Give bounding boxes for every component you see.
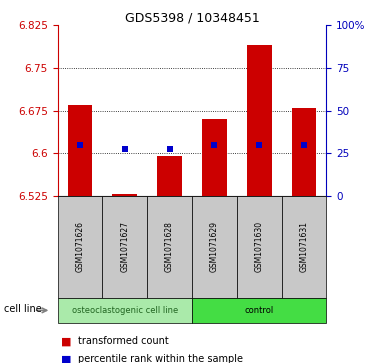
Text: osteoclastogenic cell line: osteoclastogenic cell line <box>72 306 178 315</box>
Text: GSM1071630: GSM1071630 <box>255 221 264 272</box>
Bar <box>58 196 102 298</box>
Text: ■: ■ <box>61 354 72 363</box>
Text: GSM1071631: GSM1071631 <box>299 221 309 272</box>
Bar <box>282 196 326 298</box>
Bar <box>68 105 92 196</box>
Text: GSM1071629: GSM1071629 <box>210 221 219 272</box>
Bar <box>237 196 282 298</box>
Text: transformed count: transformed count <box>78 336 169 346</box>
Text: cell line: cell line <box>4 303 42 314</box>
Bar <box>112 194 137 196</box>
Bar <box>202 119 227 196</box>
Text: GSM1071628: GSM1071628 <box>165 221 174 272</box>
Title: GDS5398 / 10348451: GDS5398 / 10348451 <box>125 11 259 24</box>
Bar <box>292 108 316 196</box>
Text: ■: ■ <box>61 336 72 346</box>
Text: GSM1071626: GSM1071626 <box>75 221 85 272</box>
Bar <box>147 196 192 298</box>
Text: percentile rank within the sample: percentile rank within the sample <box>78 354 243 363</box>
Bar <box>192 196 237 298</box>
Bar <box>247 45 272 196</box>
Bar <box>157 156 182 196</box>
Text: control: control <box>244 306 274 315</box>
Bar <box>102 196 147 298</box>
Text: GSM1071627: GSM1071627 <box>120 221 129 272</box>
Bar <box>192 298 326 323</box>
Bar <box>58 298 192 323</box>
